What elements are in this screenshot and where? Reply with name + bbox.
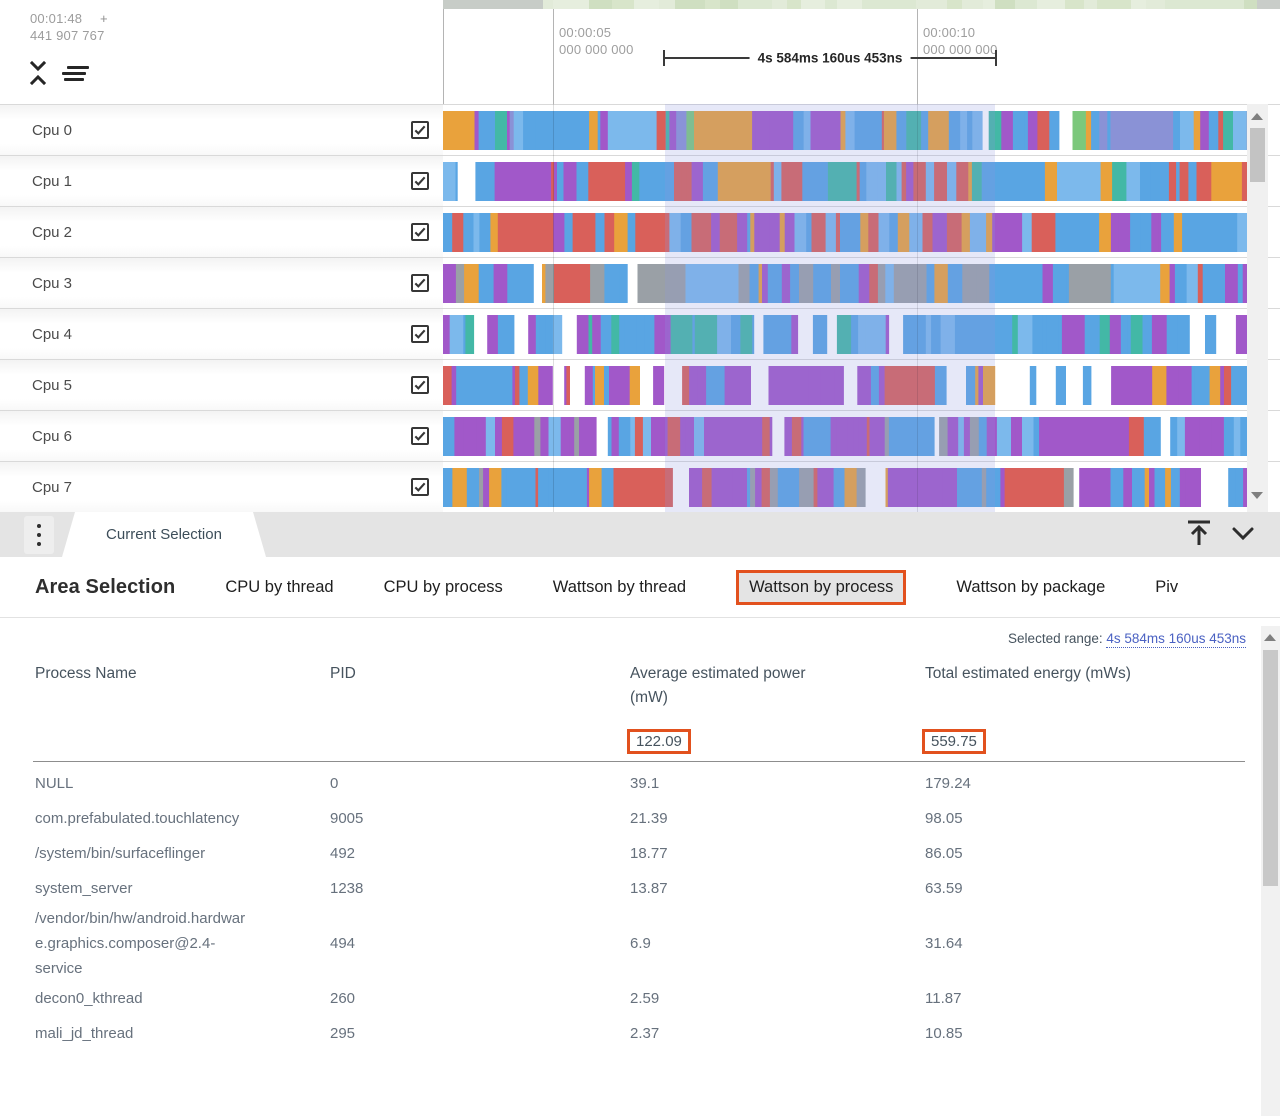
clear-all-icon[interactable] — [62, 66, 89, 81]
selected-range: Selected range: 4s 584ms 160us 453ns — [1008, 631, 1246, 648]
cpu-track-slices[interactable] — [443, 264, 1247, 303]
table-row[interactable]: system_server 1238 13.87 63.59 — [35, 880, 963, 897]
tab-wattson-by-thread[interactable]: Wattson by thread — [552, 577, 687, 596]
cursor-timestamp: 00:01:48 441 907 767 + — [30, 10, 108, 44]
total-energy-value: 559.75 — [922, 729, 986, 754]
selection-duration-bracket: 4s 584ms 160us 453ns — [663, 50, 997, 66]
track-checkbox[interactable] — [411, 325, 429, 343]
table-row[interactable]: mali_jd_thread 295 2.37 10.85 — [35, 1025, 963, 1042]
collapse-panel-chevron-icon[interactable] — [1228, 521, 1258, 552]
cpu-track-row[interactable]: Cpu 2 — [0, 206, 1280, 257]
track-checkbox[interactable] — [411, 427, 429, 445]
cpu-track-row[interactable]: Cpu 3 — [0, 257, 1280, 308]
cpu-track-row[interactable]: Cpu 0 — [0, 104, 1280, 155]
cpu-track-slices[interactable] — [443, 315, 1247, 354]
column-header-avg-power: Average estimated power (mW) — [630, 665, 806, 706]
table-row[interactable]: /system/bin/surfaceflinger 492 18.77 86.… — [35, 845, 963, 862]
tab-wattson-by-package[interactable]: Wattson by package — [956, 577, 1106, 596]
more-options-icon[interactable] — [24, 516, 54, 554]
tracks-scrollbar[interactable] — [1247, 104, 1268, 512]
column-header-total-energy: Total estimated energy (mWs) — [925, 665, 1131, 682]
cpu-track-slices[interactable] — [443, 468, 1247, 507]
ruler-gridline — [443, 9, 444, 104]
collapse-all-tracks-icon[interactable] — [28, 60, 48, 86]
track-checkbox[interactable] — [411, 478, 429, 496]
cpu-track-slices[interactable] — [443, 417, 1247, 456]
details-tabstrip: Current Selection — [0, 512, 1280, 557]
cpu-track-slices[interactable] — [443, 213, 1247, 252]
track-checkbox[interactable] — [411, 121, 429, 139]
cpu-track-row[interactable]: Cpu 1 — [0, 155, 1280, 206]
cpu-track-slices[interactable] — [443, 162, 1247, 201]
cpu-track-label[interactable]: Cpu 0 — [0, 105, 443, 155]
cpu-track-row[interactable]: Cpu 6 — [0, 410, 1280, 461]
selection-duration-label: 4s 584ms 160us 453ns — [749, 50, 911, 66]
tab-cpu-by-process[interactable]: CPU by process — [383, 577, 503, 596]
table-divider — [33, 761, 1245, 762]
time-tick-label: 00:00:10 000 000 000 — [923, 25, 998, 57]
area-selection-tabbar: Area Selection CPU by thread CPU by proce… — [0, 557, 1280, 618]
table-row[interactable]: decon0_kthread 260 2.59 11.87 — [35, 990, 962, 1007]
cpu-track-label[interactable]: Cpu 3 — [0, 258, 443, 308]
cpu-track-row[interactable]: Cpu 7 — [0, 461, 1280, 512]
cpu-track-label[interactable]: Cpu 7 — [0, 462, 443, 512]
tab-cpu-by-thread[interactable]: CPU by thread — [225, 577, 334, 596]
selected-range-value-link[interactable]: 4s 584ms 160us 453ns — [1106, 631, 1246, 648]
timeline-panel: 00:01:48 441 907 767 + 00:00:05 000 000 … — [0, 0, 1280, 512]
ruler-gridline — [553, 9, 554, 104]
cpu-track-row[interactable]: Cpu 5 — [0, 359, 1280, 410]
cpu-track-label[interactable]: Cpu 5 — [0, 360, 443, 410]
track-checkbox[interactable] — [411, 274, 429, 292]
cursor-plus-sign: + — [100, 11, 108, 26]
table-row[interactable]: com.prefabulated.touchlatency 9005 21.39… — [35, 810, 963, 827]
track-checkbox[interactable] — [411, 172, 429, 190]
cpu-track-label[interactable]: Cpu 2 — [0, 207, 443, 257]
track-checkbox[interactable] — [411, 376, 429, 394]
cursor-time: 00:01:48 — [30, 11, 83, 26]
cursor-nanoseconds: 441 907 767 — [30, 28, 105, 43]
cpu-tracks: Cpu 0 Cpu 1 Cpu 2 — [0, 104, 1280, 512]
cpu-track-slices[interactable] — [443, 111, 1247, 150]
table-row[interactable]: /vendor/bin/hw/android.hardware.graphics… — [35, 910, 963, 977]
tab-wattson-by-process[interactable]: Wattson by process — [736, 569, 907, 605]
track-checkbox[interactable] — [411, 223, 429, 241]
column-header-process-name: Process Name — [35, 665, 137, 682]
timeline-overview-minimap[interactable] — [443, 0, 1280, 9]
ruler-gridline — [917, 9, 918, 104]
table-row[interactable]: NULL 0 39.1 179.24 — [35, 775, 971, 792]
cpu-track-slices[interactable] — [443, 366, 1247, 405]
tab-current-selection[interactable]: Current Selection — [62, 512, 266, 557]
panel-title: Area Selection — [35, 575, 176, 598]
total-avg-power-value: 122.09 — [627, 729, 691, 754]
dock-to-top-icon[interactable] — [1183, 517, 1215, 554]
panel-scrollbar[interactable] — [1261, 626, 1280, 1116]
cpu-track-label[interactable]: Cpu 6 — [0, 411, 443, 461]
time-tick-label: 00:00:05 000 000 000 — [559, 25, 634, 57]
process-table: NULL 0 39.1 179.24 com.prefabulated.touc… — [35, 766, 1261, 1051]
tab-piv[interactable]: Piv — [1155, 577, 1179, 596]
column-header-pid: PID — [330, 665, 356, 682]
cpu-track-label[interactable]: Cpu 1 — [0, 156, 443, 206]
cpu-track-row[interactable]: Cpu 4 — [0, 308, 1280, 359]
cpu-track-label[interactable]: Cpu 4 — [0, 309, 443, 359]
